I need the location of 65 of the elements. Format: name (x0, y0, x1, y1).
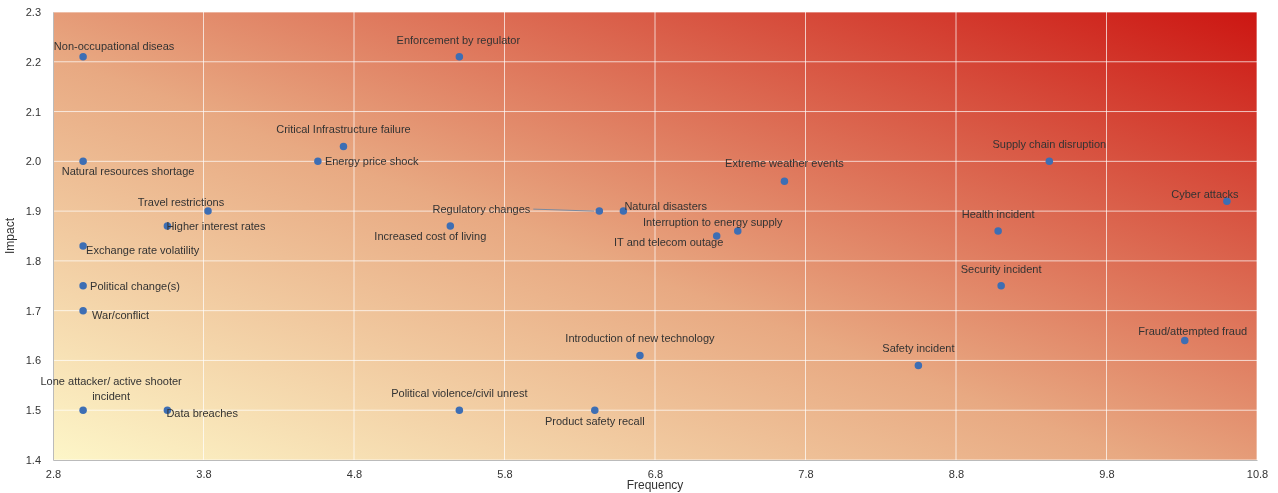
y-tick-label: 1.9 (25, 205, 41, 218)
annotation: Energy price shock (324, 155, 419, 168)
annotation: Interruption to energy supply (643, 215, 783, 228)
point (79, 157, 87, 166)
x-tick-label: 7.8 (798, 467, 814, 480)
y-tick-label: 1.6 (25, 354, 41, 367)
point (339, 142, 348, 151)
x-tick-label: 8.8 (948, 467, 965, 480)
point (1045, 157, 1054, 166)
annotation: Critical Infrastructure failure (276, 123, 411, 136)
annotation: Security incident (960, 262, 1042, 275)
annotation: Safety incident (882, 342, 955, 355)
x-tick-label: 3.8 (196, 467, 212, 480)
point (79, 53, 87, 61)
point (595, 207, 604, 215)
x-tick-label: 4.8 (346, 467, 363, 480)
annotation: War/conflict (92, 308, 150, 321)
annotation: IT and telecom outage (614, 235, 724, 248)
y-axis-title: Impact (3, 217, 17, 255)
annotation: Cyber attacks (1171, 188, 1240, 201)
annotation: Health incident (961, 207, 1035, 220)
annotation: Political violence/civil unrest (391, 387, 528, 400)
annotation: Non-occupational diseas (53, 39, 175, 52)
y-tick-label: 1.4 (25, 454, 41, 467)
y-tick-label: 1.5 (25, 404, 41, 417)
point (780, 177, 789, 185)
point (591, 406, 599, 414)
x-tick-label: 2.8 (45, 467, 62, 480)
x-tick-label: 10.8 (1246, 467, 1269, 480)
point (636, 351, 644, 360)
point (79, 406, 87, 414)
annotation: Increased cost of living (374, 229, 487, 242)
x-axis-title: Frequency (626, 478, 684, 492)
y-tick-label: 2.3 (25, 6, 41, 19)
y-tick-label: 2.1 (25, 105, 41, 118)
annotation: Travel restrictions (137, 195, 225, 208)
annotation: Natural disasters (624, 199, 708, 212)
annotation: Regulatory changes (432, 202, 531, 215)
point (314, 157, 322, 166)
point (455, 406, 464, 414)
annotation: Lone attacker/ active shooter incident (40, 375, 183, 402)
x-tick-label: 6.8 (647, 467, 664, 480)
point (994, 227, 1002, 235)
y-tick-label: 1.7 (25, 304, 41, 317)
point (79, 306, 87, 315)
point (79, 282, 87, 290)
annotation: Introduction of new technology (565, 332, 716, 345)
annotation: Political change(s) (90, 279, 180, 292)
y-tick-label: 2.2 (25, 55, 41, 68)
annotation: Natural resources shortage (61, 165, 195, 178)
point (914, 361, 923, 370)
annotation: Fraud/attempted fraud (1138, 325, 1248, 338)
x-tick-label: 9.8 (1099, 467, 1115, 480)
point (997, 282, 1005, 290)
y-tick-label: 1.8 (25, 254, 41, 267)
annotation: Supply chain disruption (992, 138, 1107, 151)
point (455, 53, 464, 61)
point (446, 222, 455, 230)
annotation: Data breaches (166, 407, 239, 420)
x-tick-label: 5.8 (497, 467, 513, 480)
point (79, 242, 87, 250)
annotation: Exchange rate volatility (86, 243, 200, 256)
y-tick-label: 2.0 (25, 155, 41, 168)
point (204, 207, 212, 215)
annotation: Product safety recall (544, 415, 645, 428)
